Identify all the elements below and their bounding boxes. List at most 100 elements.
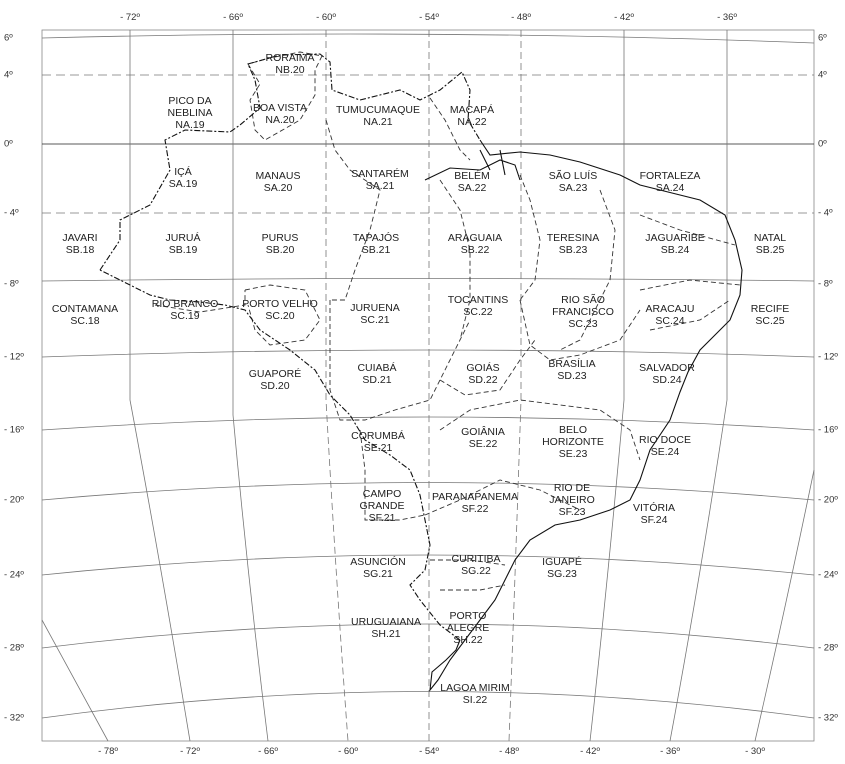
- sheet-label: URUGUAIANA SH.21: [351, 616, 421, 640]
- meridian-m48: [508, 30, 522, 742]
- sheet-code: SD.21: [362, 374, 392, 386]
- sheet-code: SC.22: [463, 306, 493, 318]
- sheet-label: PARANAPANEMA SF.22: [432, 491, 518, 515]
- sheet-code: NA.19: [175, 119, 205, 131]
- sheet-code: SD.24: [652, 374, 682, 386]
- sheet-code: SA.23: [558, 182, 588, 194]
- sheet-code: SE.23: [558, 448, 588, 460]
- sheet-name: JURUENA: [350, 302, 400, 314]
- sheet-name: SANTARÉM: [351, 168, 409, 180]
- top-longitude-label: - 54º: [419, 12, 439, 23]
- sheet-label: IÇÁ SA.19: [169, 166, 198, 190]
- bottom-longitude-label: - 72º: [180, 746, 200, 757]
- boundary-roraima: [247, 51, 323, 141]
- bottom-longitude-label: - 54º: [419, 746, 439, 757]
- sheet-label: RORAIMA NB.20: [265, 52, 314, 76]
- southern-border: [99, 269, 461, 641]
- sheet-name: ASUNCIÓN: [350, 556, 406, 568]
- sheet-code: SB.20: [265, 244, 295, 256]
- sheet-code: SE.21: [363, 442, 393, 454]
- sheet-label: MACAPÁ NA.22: [450, 104, 494, 128]
- latitude-line-m32: [41, 691, 815, 719]
- sheet-code: SA.20: [263, 182, 293, 194]
- right-latitude-label: - 4º: [818, 207, 833, 219]
- left-latitude-label: - 16º: [4, 424, 24, 436]
- sheet-name: GUAPORÉ: [248, 368, 302, 380]
- sheet-code: SE.22: [468, 438, 498, 450]
- sheet-code: SA.22: [457, 182, 487, 194]
- sheet-label: FORTALEZA SA.24: [640, 170, 701, 194]
- northern-border: [99, 53, 481, 271]
- meridian-lines: [41, 30, 815, 742]
- sheet-code: SF.22: [461, 503, 489, 515]
- sheet-label: PICO DA NEBLINA NA.19: [151, 95, 229, 131]
- right-latitude-label: 6º: [818, 32, 827, 44]
- sheet-code: SC.18: [70, 315, 100, 327]
- sheet-code: SF.23: [558, 506, 586, 518]
- latitude-line-m28: [41, 623, 815, 649]
- top-longitude-label: - 36º: [717, 12, 737, 23]
- right-latitude-label: 0º: [818, 138, 827, 150]
- sheet-name: CAMPO GRANDE: [359, 488, 405, 512]
- boundary-ne-states: [639, 214, 741, 331]
- left-latitude-label: - 28º: [4, 642, 24, 654]
- sheet-name: BELÉM: [454, 170, 490, 182]
- sheet-code: NA.20: [265, 114, 295, 126]
- sheet-name: PARANAPANEMA: [432, 491, 518, 503]
- meridian-m72: [129, 30, 191, 742]
- sheet-name: TUMUCUMAQUE: [336, 104, 420, 116]
- bottom-longitude-label: - 78º: [98, 746, 118, 757]
- latitude-line-6: [41, 33, 815, 44]
- sheet-name: LAGOA MIRIM: [440, 682, 510, 694]
- sheet-code: SH.21: [371, 628, 401, 640]
- sheet-code: SB.21: [361, 244, 391, 256]
- sheet-label: CUIABÁ SD.21: [357, 362, 396, 386]
- sheet-name: RIO SÃO FRANCISCO: [552, 294, 614, 318]
- sheet-name: SALVADOR: [639, 362, 695, 374]
- bottom-longitude-label: - 66º: [258, 746, 278, 757]
- latitude-line-m20: [41, 482, 815, 501]
- sheet-code: SB.22: [460, 244, 490, 256]
- meridian-m36: [669, 30, 728, 742]
- sheet-label: ARAGUAIA SB.22: [448, 232, 502, 256]
- sheet-name: JAGUARIBE: [645, 232, 705, 244]
- sheet-label: MANAUS SA.20: [256, 170, 301, 194]
- sheet-name: PORTO VELHO: [242, 298, 318, 310]
- sheet-code: SC.25: [755, 315, 785, 327]
- sheet-name: MANAUS: [255, 170, 301, 182]
- sheet-label: LAGOA MIRIM SI.22: [440, 682, 509, 706]
- boundary-parana: [430, 559, 506, 566]
- sheet-label: IGUAPÉ SG.23: [542, 556, 582, 580]
- sheet-name: MACAPÁ: [449, 104, 495, 116]
- sheet-label: CONTAMANA SC.18: [52, 303, 118, 327]
- sheet-label: TAPAJÓS SB.21: [353, 232, 399, 256]
- sheet-name: SÃO LUÍS: [548, 170, 598, 182]
- bottom-longitude-label: - 60º: [338, 746, 358, 757]
- sheet-name: BELO HORIZONTE: [542, 424, 604, 448]
- bottom-longitude-label: - 42º: [580, 746, 600, 757]
- sheet-code: SB.24: [660, 244, 690, 256]
- meridian-m42: [589, 30, 625, 742]
- sheet-name: IGUAPÉ: [542, 556, 582, 568]
- sheet-label: PURUS SB.20: [262, 232, 299, 256]
- sheet-name: CONTAMANA: [51, 303, 119, 315]
- sheet-label: BELO HORIZONTE SE.23: [541, 424, 605, 460]
- sheet-code: SH.22: [453, 634, 483, 646]
- sheet-label: PORTO ALEGRE SH.22: [436, 610, 500, 646]
- boundary-piaui-ceara: [559, 189, 616, 351]
- sheet-code: SA.21: [365, 180, 395, 192]
- bottom-longitude-label: - 36º: [660, 746, 680, 757]
- left-latitude-label: - 32º: [4, 712, 24, 724]
- sheet-label: JAGUARIBE SB.24: [645, 232, 705, 256]
- top-longitude-label: - 60º: [316, 12, 336, 23]
- sheet-name: RORAIMA: [265, 52, 315, 64]
- coastline: [429, 139, 743, 692]
- sheet-label: PORTO VELHO SC.20: [242, 298, 317, 322]
- sheet-code: SA.19: [168, 178, 198, 190]
- latitude-line-m8: [41, 278, 815, 282]
- top-longitude-label: - 72º: [120, 12, 140, 23]
- sheet-name: GOIÂNIA: [461, 426, 505, 438]
- bottom-longitude-label: - 30º: [745, 746, 765, 757]
- left-latitude-label: 4º: [4, 69, 13, 81]
